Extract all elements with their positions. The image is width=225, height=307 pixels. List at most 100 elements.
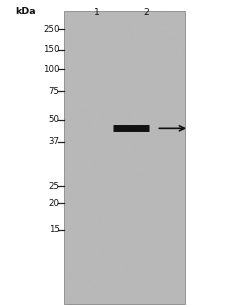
Point — [107, 247, 110, 252]
Point — [111, 112, 115, 117]
Point — [170, 159, 174, 164]
Point — [137, 272, 141, 277]
Point — [88, 197, 91, 202]
Point — [152, 94, 155, 99]
Point — [117, 26, 121, 31]
Point — [91, 215, 95, 220]
Point — [134, 42, 137, 47]
Point — [116, 55, 120, 60]
Point — [75, 158, 78, 163]
Point — [107, 236, 111, 241]
Point — [155, 96, 159, 101]
Point — [108, 97, 112, 102]
Point — [84, 91, 88, 96]
Point — [98, 36, 101, 41]
Point — [165, 301, 169, 306]
Point — [156, 78, 160, 83]
Point — [176, 204, 180, 209]
Point — [98, 187, 102, 192]
Point — [96, 100, 100, 105]
Point — [149, 228, 153, 233]
Point — [115, 165, 118, 170]
Point — [69, 96, 73, 101]
Point — [170, 279, 173, 284]
Point — [182, 66, 185, 71]
Point — [165, 240, 169, 245]
Point — [89, 9, 92, 14]
Point — [94, 75, 97, 80]
Point — [83, 287, 87, 292]
Point — [85, 99, 88, 104]
Point — [101, 181, 105, 186]
Point — [144, 137, 147, 142]
Point — [147, 179, 151, 184]
Point — [160, 40, 164, 45]
Point — [117, 103, 121, 108]
Point — [142, 227, 146, 232]
Point — [90, 274, 93, 279]
Point — [85, 46, 89, 51]
Point — [94, 161, 97, 165]
Point — [107, 115, 110, 120]
Point — [124, 110, 128, 115]
Point — [109, 81, 112, 86]
Point — [137, 194, 140, 199]
Point — [134, 215, 137, 220]
Point — [108, 248, 112, 253]
Point — [107, 145, 111, 150]
Point — [108, 156, 111, 161]
Point — [70, 218, 73, 223]
Point — [140, 40, 144, 45]
Point — [175, 101, 178, 106]
Point — [160, 110, 163, 115]
Point — [73, 273, 76, 278]
Point — [83, 278, 86, 282]
Point — [161, 137, 165, 142]
Point — [84, 96, 88, 101]
Point — [78, 260, 81, 265]
Point — [76, 97, 80, 102]
Point — [94, 264, 97, 269]
Point — [153, 81, 157, 86]
Point — [94, 295, 98, 300]
Point — [127, 102, 130, 107]
Point — [80, 140, 84, 145]
Point — [177, 298, 181, 303]
Point — [75, 130, 78, 135]
Point — [112, 148, 115, 153]
Point — [108, 68, 112, 72]
Point — [76, 42, 80, 47]
Point — [90, 66, 94, 71]
Point — [72, 206, 76, 211]
Point — [159, 158, 162, 163]
Point — [147, 97, 150, 102]
Point — [101, 171, 105, 176]
Point — [144, 42, 148, 47]
Point — [127, 69, 130, 74]
Point — [153, 29, 157, 34]
Point — [104, 54, 108, 59]
Point — [82, 35, 85, 40]
Point — [83, 200, 87, 205]
Point — [180, 106, 184, 111]
Point — [165, 154, 169, 159]
Point — [108, 212, 111, 216]
Point — [134, 264, 137, 269]
Point — [104, 53, 108, 58]
Point — [155, 237, 159, 242]
Point — [173, 246, 177, 251]
Point — [115, 61, 118, 66]
Point — [182, 189, 186, 194]
Point — [129, 62, 132, 67]
Point — [94, 160, 97, 165]
Point — [155, 185, 158, 190]
Point — [94, 266, 98, 270]
Point — [93, 230, 97, 235]
Point — [146, 214, 150, 219]
Point — [115, 208, 119, 213]
Point — [139, 229, 142, 234]
Point — [158, 297, 162, 302]
Point — [151, 231, 155, 236]
Point — [133, 143, 137, 148]
Point — [84, 212, 88, 217]
